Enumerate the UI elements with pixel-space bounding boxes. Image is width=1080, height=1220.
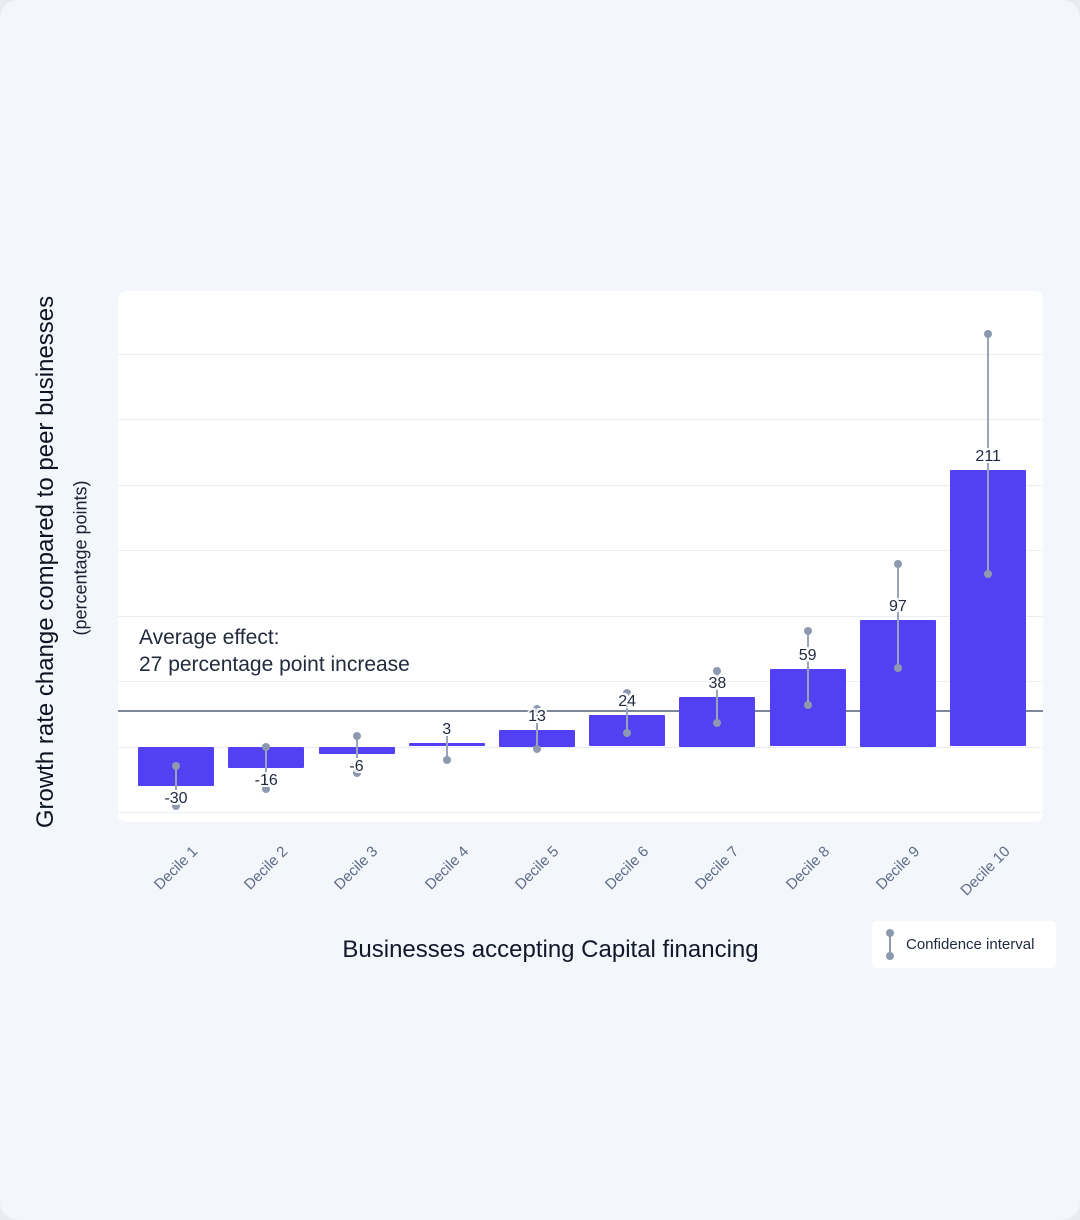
- x-tick-label-decile-2: Decile 2: [240, 843, 292, 894]
- average-effect-annotation: Average effect: 27 percentage point incr…: [139, 624, 410, 678]
- confidence-interval-lower-dot: [352, 768, 361, 777]
- bar-value-label: -6: [349, 758, 364, 776]
- confidence-interval-lower-dot: [623, 729, 632, 738]
- gridline-0: [118, 746, 1043, 748]
- confidence-interval-lower-dot: [803, 700, 812, 709]
- x-axis-title: Businesses accepting Capital financing: [342, 936, 759, 963]
- gridline-300: [118, 353, 1043, 355]
- confidence-interval-line: [265, 746, 268, 789]
- confidence-interval-upper-dot: [172, 762, 180, 771]
- gridline-200: [118, 484, 1043, 486]
- bar-value-label: 3: [442, 720, 452, 738]
- confidence-interval-lower-dot: [172, 801, 180, 810]
- x-tick-label-decile-3: Decile 3: [331, 843, 382, 894]
- confidence-interval-line: [445, 725, 448, 760]
- confidence-interval-line: [716, 670, 719, 723]
- x-tick-label-decile-4: Decile 4: [421, 843, 472, 894]
- x-tick-label-decile-10: Decile 10: [956, 843, 1014, 900]
- gridline-250: [118, 419, 1043, 420]
- bar-value-label: 97: [888, 597, 907, 615]
- confidence-interval-line: [896, 564, 899, 668]
- confidence-interval-upper-dot: [713, 666, 722, 675]
- confidence-interval-upper-dot: [893, 560, 902, 569]
- confidence-interval-lower-dot: [442, 755, 451, 764]
- confidence-interval-upper-dot: [803, 627, 812, 636]
- confidence-interval-line: [536, 708, 538, 750]
- x-tick-label-decile-1: Decile 1: [150, 843, 202, 894]
- confidence-interval-line: [987, 333, 990, 574]
- average-effect-line: [118, 710, 1043, 713]
- confidence-interval-lower-dot: [713, 719, 722, 727]
- bar-value-label: -30: [164, 789, 188, 807]
- average-effect-annotation-line2: 27 percentage point increase: [139, 653, 410, 676]
- gridline-150: [118, 550, 1043, 551]
- confidence-interval-lower-dot: [984, 569, 993, 578]
- confidence-interval-line: [355, 736, 358, 773]
- confidence-interval-upper-dot: [262, 742, 271, 751]
- bar-value-label: 211: [975, 448, 1001, 466]
- confidence-interval-line: [806, 631, 809, 705]
- confidence-interval-line: [626, 692, 629, 734]
- confidence-interval-lower-dot: [893, 663, 902, 672]
- plot-area: -30 -16 -6 3 13 24 38 59 97 211: [118, 291, 1043, 822]
- y-axis-subtitle: (percentage points): [70, 480, 91, 636]
- confidence-interval-icon: [886, 929, 894, 960]
- gridline--50: [118, 812, 1043, 813]
- gridline-50: [118, 681, 1043, 682]
- x-tick-label-decile-5: Decile 5: [511, 843, 563, 894]
- legend-label: Confidence interval: [906, 936, 1035, 953]
- confidence-interval-lower-dot: [262, 784, 271, 793]
- average-effect-annotation-line1: Average effect:: [139, 626, 280, 649]
- bar-value-label: 59: [798, 647, 817, 665]
- gridline-100: [118, 615, 1043, 617]
- confidence-interval-upper-dot: [623, 688, 632, 697]
- confidence-interval-upper-dot: [533, 704, 541, 713]
- bar-value-label: 38: [708, 674, 727, 692]
- legend: Confidence interval: [872, 921, 1056, 968]
- confidence-interval-upper-dot: [442, 721, 451, 730]
- x-tick-label-decile-8: Decile 8: [782, 843, 833, 894]
- y-axis-title: Growth rate change compared to peer busi…: [32, 295, 59, 829]
- x-tick-label-decile-7: Decile 7: [692, 843, 743, 894]
- bar-value-label: -16: [254, 771, 278, 789]
- confidence-interval-upper-dot: [984, 329, 993, 338]
- x-tick-label-decile-9: Decile 9: [872, 843, 923, 894]
- confidence-interval-line: [175, 766, 177, 806]
- bar-value-label: 24: [618, 693, 637, 711]
- x-tick-label-decile-6: Decile 6: [601, 843, 653, 894]
- confidence-interval-upper-dot: [352, 732, 361, 741]
- confidence-interval-lower-dot: [533, 745, 541, 754]
- bar-value-label: 13: [528, 707, 546, 725]
